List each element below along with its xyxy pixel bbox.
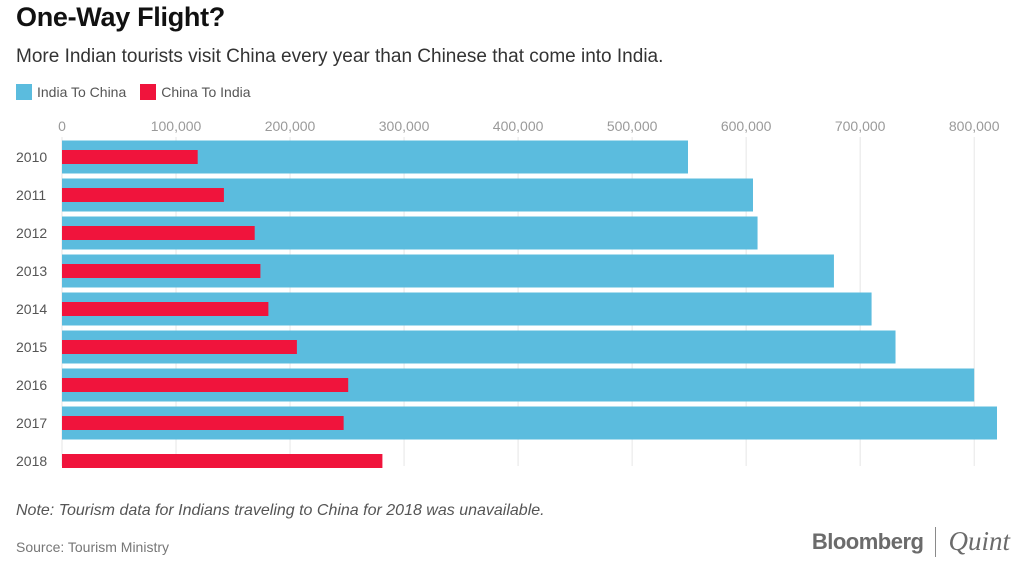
x-tick-label: 200,000 — [265, 118, 316, 134]
y-category-label: 2011 — [16, 187, 46, 203]
bar-china-to-india — [62, 264, 261, 278]
y-category-label: 2014 — [16, 301, 47, 317]
x-tick-label: 100,000 — [151, 118, 202, 134]
y-category-label: 2017 — [16, 415, 47, 431]
bar-chart: 0 100,000 200,000 300,000 400,000 500,000 600,… — [16, 118, 1000, 469]
x-tick-label: 600,000 — [721, 118, 772, 134]
bar-china-to-india — [62, 378, 349, 392]
y-category-label: 2016 — [16, 377, 47, 393]
x-tick-label: 800,000 — [949, 118, 1000, 134]
y-category-label: 2018 — [16, 453, 47, 469]
brand-quint: Quint — [948, 526, 1010, 556]
bar-china-to-india — [62, 302, 269, 316]
bar-china-to-india — [62, 416, 344, 430]
legend-label-china-to-india: China To India — [161, 84, 251, 100]
chart-subtitle: More Indian tourists visit China every y… — [16, 46, 664, 67]
x-tick-label: 300,000 — [379, 118, 430, 134]
chart-title: One-Way Flight? — [16, 2, 225, 32]
chart-source: Source: Tourism Ministry — [16, 539, 170, 555]
bar-china-to-india — [62, 340, 297, 354]
brand-bloomberg: Bloomberg — [811, 528, 924, 554]
x-tick-label: 400,000 — [493, 118, 544, 134]
legend-label-india-to-china: India To China — [37, 84, 127, 100]
legend-swatch-india-to-china — [16, 84, 32, 100]
legend-item-china-to-india: China To India — [140, 84, 251, 100]
bar-china-to-india — [62, 188, 224, 202]
legend-item-india-to-china: India To China — [16, 84, 126, 100]
x-tick-label: 0 — [58, 118, 66, 134]
bar-china-to-india — [62, 454, 383, 468]
x-tick-label: 700,000 — [835, 118, 886, 134]
legend: India To China China To India — [16, 84, 265, 100]
legend-swatch-china-to-india — [140, 84, 157, 100]
y-category-label: 2015 — [16, 339, 47, 355]
y-category-label: 2013 — [16, 263, 47, 279]
x-tick-label: 500,000 — [607, 118, 658, 134]
y-category-label: 2012 — [16, 225, 47, 241]
brand-logo: Bloomberg Quint — [812, 526, 1010, 557]
chart-note: Note: Tourism data for Indians traveling… — [16, 502, 545, 519]
brand-separator — [935, 526, 937, 557]
bar-china-to-india — [62, 150, 198, 164]
bar-china-to-india — [62, 226, 255, 240]
y-category-label: 2010 — [16, 149, 47, 165]
